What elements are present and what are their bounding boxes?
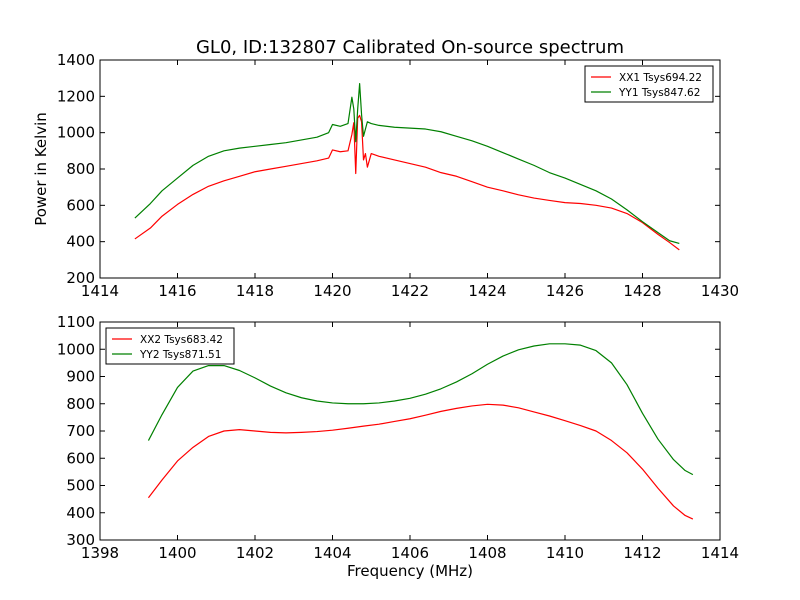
top-legend-label-2: YY1 Tsys847.62 <box>618 87 700 99</box>
bottom-series-line-1 <box>147 403 694 520</box>
bottom-x-tick-label: 1400 <box>158 544 196 562</box>
bottom-legend-box <box>105 327 235 365</box>
bottom-legend-label-1: XX2 Tsys683.42 <box>140 334 223 346</box>
top-series-line-2 <box>134 83 680 245</box>
top-x-tick-label: 1416 <box>158 282 196 300</box>
top-x-tick-label: 1414 <box>81 282 119 300</box>
top-x-tick-label: 1418 <box>236 282 274 300</box>
top-x-tick-label: 1424 <box>468 282 506 300</box>
bottom-legend-label-2: YY2 Tsys871.51 <box>139 349 221 361</box>
bottom-y-tick-label: 500 <box>66 477 95 495</box>
top-y-tick-label: 200 <box>66 269 95 287</box>
bottom-y-tick-label: 800 <box>66 395 95 413</box>
top-series-line-1 <box>134 114 680 251</box>
top-subplot: 1414 1416 1418 1420 1422 1424 1426 1428 1430 200 4… <box>32 51 739 300</box>
top-y-tick-label: 600 <box>66 196 95 214</box>
bottom-y-tick-label: 600 <box>66 449 95 467</box>
top-y-tick-label: 1200 <box>57 87 95 105</box>
bottom-x-tick-label: 1408 <box>468 544 506 562</box>
bottom-x-tick-label: 1414 <box>701 544 739 562</box>
top-legend-label-1: XX1 Tsys694.22 <box>619 72 702 84</box>
bottom-legend: XX2 Tsys683.42 YY2 Tsys871.51 <box>105 327 235 365</box>
top-y-tick-label: 800 <box>66 160 95 178</box>
bottom-x-tick-label: 1404 <box>313 544 351 562</box>
top-y-axis-label: Power in Kelvin <box>32 112 50 226</box>
bottom-x-tick-label: 1402 <box>236 544 274 562</box>
top-x-tick-label: 1430 <box>701 282 739 300</box>
bottom-y-tick-label: 300 <box>66 531 95 549</box>
top-y-tick-label: 1400 <box>57 51 95 69</box>
bottom-y-tick-label: 900 <box>66 368 95 386</box>
top-legend: XX1 Tsys694.22 YY1 Tsys847.62 <box>584 65 714 103</box>
top-legend-box <box>584 65 714 103</box>
top-y-tick-label: 400 <box>66 233 95 251</box>
bottom-y-tick-label: 1000 <box>57 340 95 358</box>
bottom-y-tick-label: 400 <box>66 504 95 522</box>
bottom-x-tick-label: 1398 <box>81 544 119 562</box>
top-x-tick-label: 1420 <box>313 282 351 300</box>
bottom-y-tick-label: 1100 <box>57 313 95 331</box>
bottom-subplot: 1398 1400 1402 1404 1406 1408 1410 1412 1414 300 4… <box>57 313 739 580</box>
top-y-tick-label: 1000 <box>57 124 95 142</box>
bottom-x-axis-label: Frequency (MHz) <box>347 562 473 580</box>
top-x-tick-label: 1426 <box>546 282 584 300</box>
chart-title: GL0, ID:132807 Calibrated On-source spec… <box>196 37 624 58</box>
bottom-x-tick-label: 1406 <box>391 544 429 562</box>
bottom-x-tick-label: 1412 <box>623 544 661 562</box>
bottom-series-line-2 <box>147 343 694 476</box>
top-x-tick-label: 1428 <box>623 282 661 300</box>
bottom-x-tick-label: 1410 <box>546 544 584 562</box>
bottom-y-tick-label: 700 <box>66 422 95 440</box>
top-x-tick-label: 1422 <box>391 282 429 300</box>
